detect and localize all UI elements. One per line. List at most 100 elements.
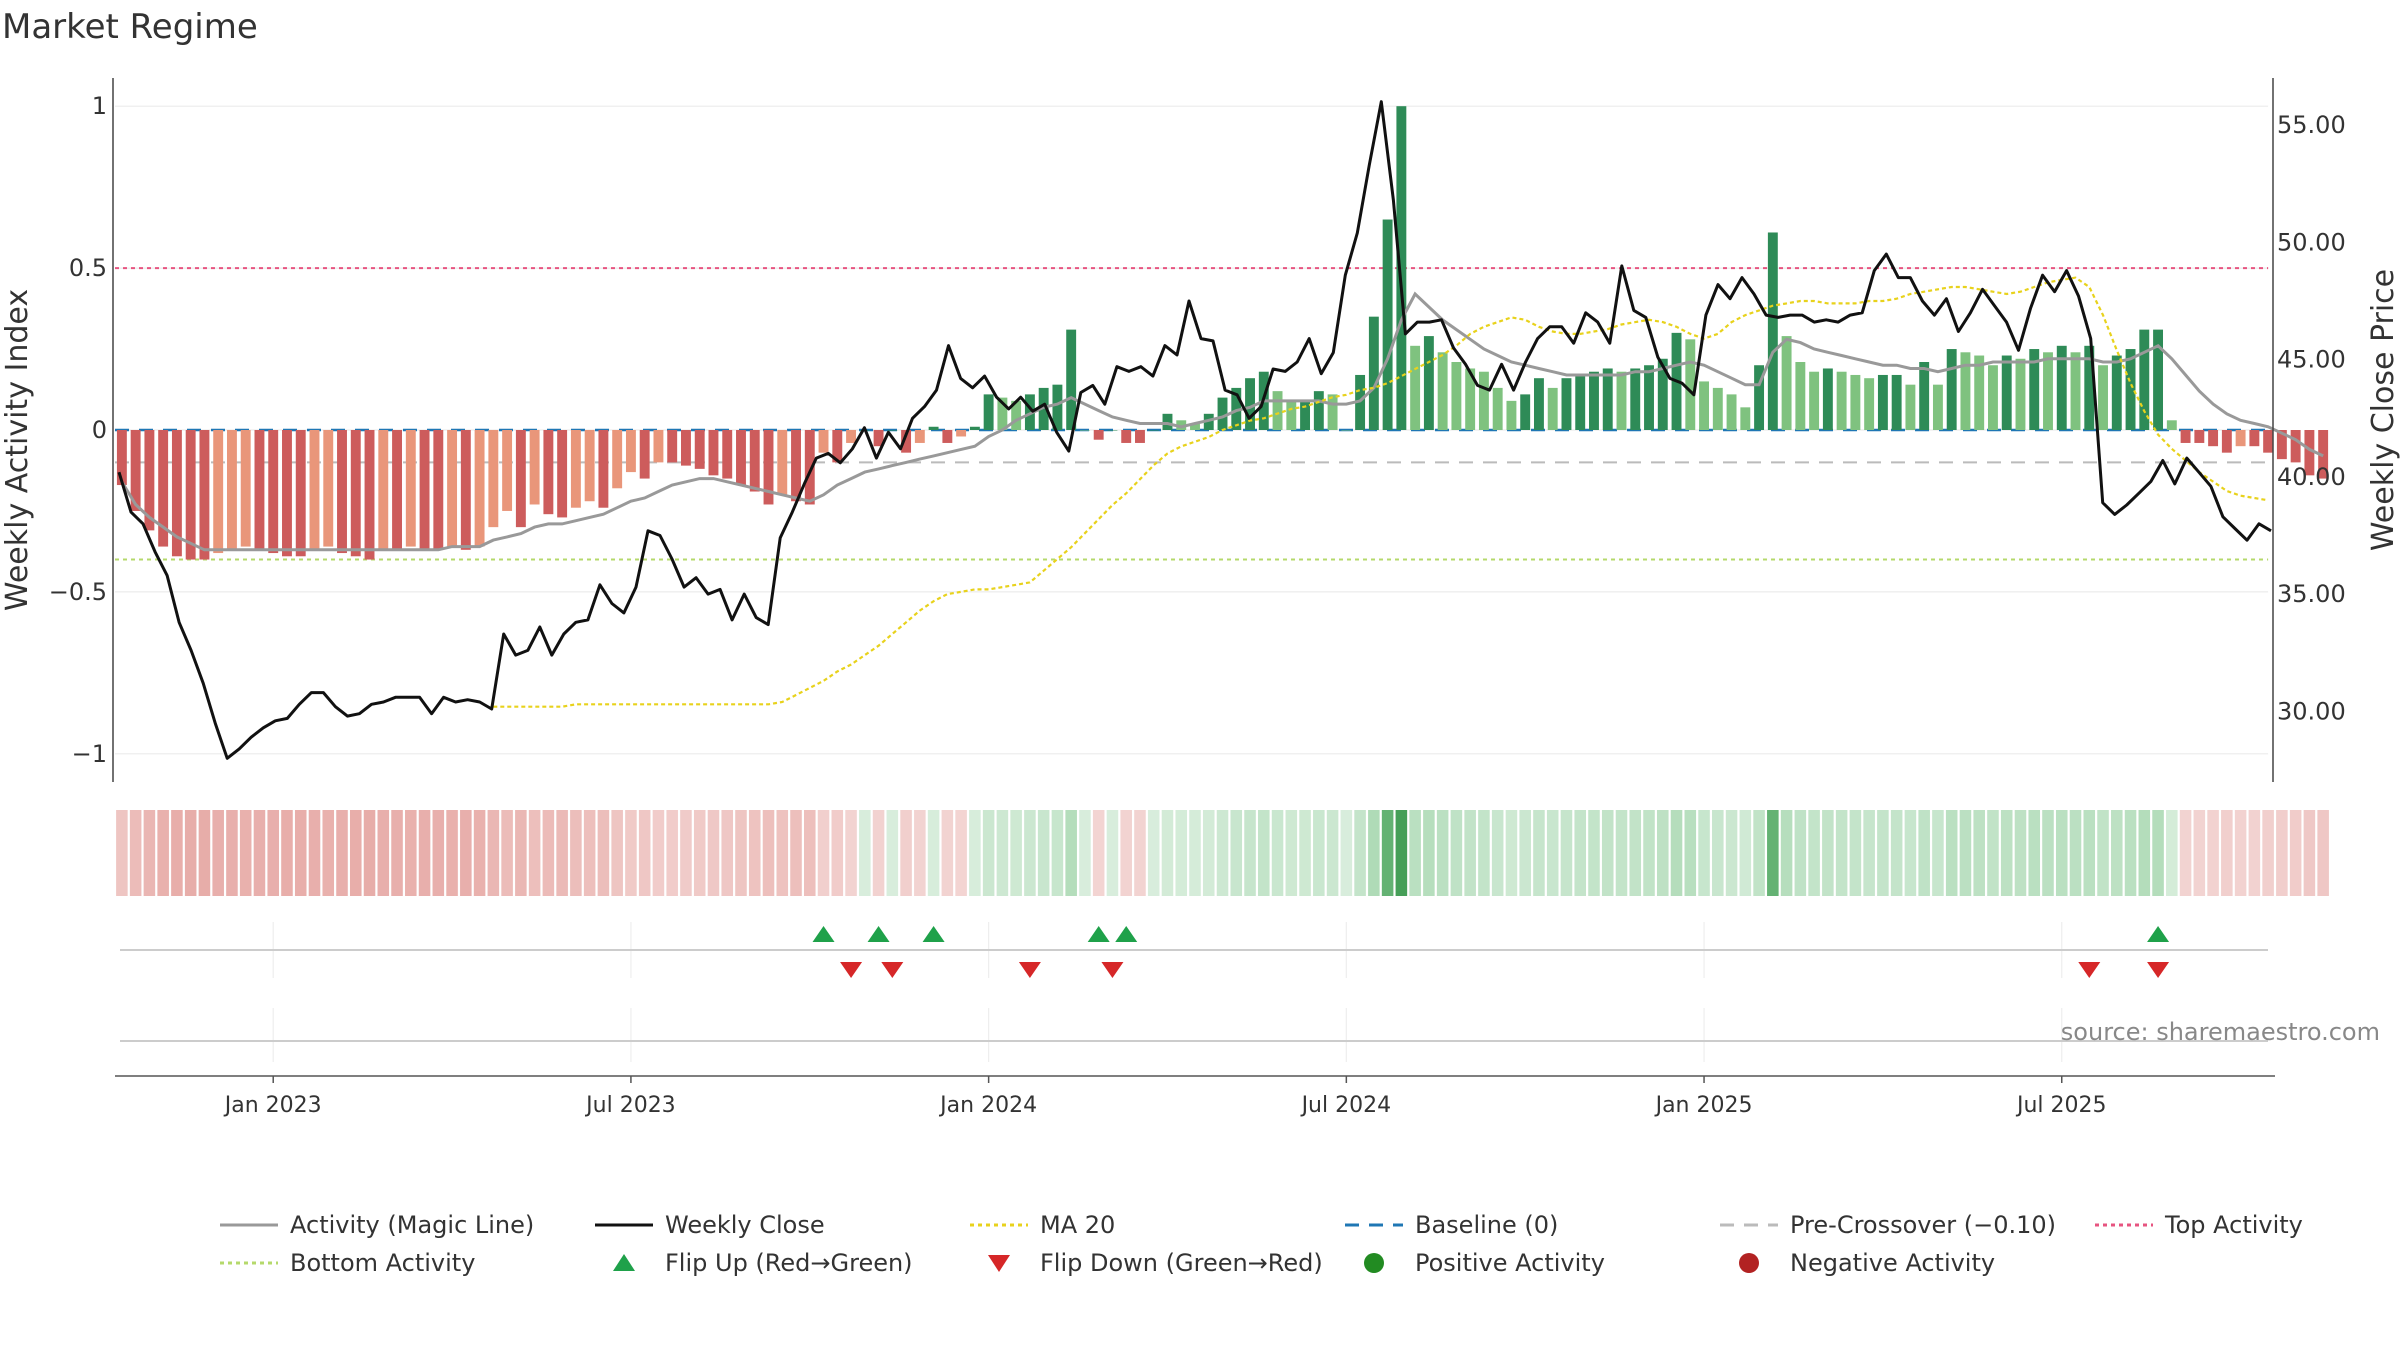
regime-cell <box>1945 810 1958 896</box>
regime-cell <box>198 810 211 896</box>
regime-cell <box>803 810 816 896</box>
left-tick-label: 1 <box>92 92 107 120</box>
left-tick-label: 0 <box>92 416 107 444</box>
regime-cell <box>625 810 637 896</box>
legend: Activity (Magic Line) Weekly Close MA 20 Ba… <box>220 1211 2303 1277</box>
activity-bar <box>777 430 788 495</box>
activity-bar <box>1011 400 1022 430</box>
regime-cell <box>1684 810 1697 896</box>
legend-label: Activity (Magic Line) <box>290 1211 534 1239</box>
activity-bar <box>1410 345 1421 430</box>
regime-cell <box>1601 810 1614 896</box>
activity-bar <box>460 430 471 550</box>
regime-cell <box>1643 810 1655 896</box>
flip-down-marker <box>2147 962 2170 978</box>
regime-cell <box>2317 810 2329 896</box>
regime-cell <box>184 810 197 896</box>
regime-cell <box>2303 810 2316 896</box>
regime-cell <box>2124 810 2137 896</box>
activity-bar <box>392 430 402 550</box>
activity-bar <box>2084 345 2095 430</box>
activity-bar <box>2001 355 2012 430</box>
regime-cell <box>900 810 912 896</box>
regime-cell <box>1381 810 1394 896</box>
activity-bar <box>681 430 691 466</box>
activity-bar <box>1231 387 1242 430</box>
activity-bar <box>1547 387 1558 430</box>
activity-bar <box>1822 368 1833 430</box>
activity-bar <box>1478 371 1489 430</box>
regime-cell <box>1065 810 1077 896</box>
activity-bar <box>1451 362 1462 430</box>
activity-bar <box>1795 362 1806 430</box>
regime-cell <box>969 810 981 896</box>
regime-cell <box>253 810 266 896</box>
legend-label: Flip Up (Red→Green) <box>665 1249 913 1277</box>
reference-lines <box>115 267 2269 561</box>
regime-cell <box>1478 810 1490 896</box>
weekly-close-line <box>117 100 2272 760</box>
activity-bar <box>502 430 513 511</box>
activity-bar <box>1079 430 1090 431</box>
regime-cell <box>1409 810 1421 896</box>
regime-cell <box>748 810 761 896</box>
regime-cell <box>212 810 224 896</box>
activity-bar <box>1657 358 1668 430</box>
activity-bar <box>1093 430 1104 440</box>
regime-cell <box>336 810 348 896</box>
regime-cell <box>2166 810 2178 896</box>
date-tick-label: Jan 2024 <box>938 1093 1037 1118</box>
regime-cell <box>1216 810 1229 896</box>
activity-bar <box>1960 352 1971 430</box>
activity-bar <box>2221 430 2232 453</box>
date-tick-label: Jan 2023 <box>223 1093 322 1118</box>
regime-cell <box>281 810 293 896</box>
regime-cell <box>1560 810 1573 896</box>
activity-bar <box>598 430 609 508</box>
activity-bar <box>969 426 980 430</box>
activity-bar <box>240 430 251 547</box>
regime-cell <box>2014 810 2027 896</box>
grid-lines <box>115 105 2269 1062</box>
activity-bar <box>268 430 279 554</box>
activity-bar <box>2166 420 2177 430</box>
regime-cell <box>1326 810 1339 896</box>
activity-bar <box>1891 374 1902 430</box>
date-axis: Jan 2023 Jul 2023 Jan 2024 Jul 2024 Jan 2025… <box>115 1075 2275 1118</box>
regime-cell <box>914 810 926 896</box>
regime-cell <box>1450 810 1463 896</box>
activity-bar <box>515 430 526 528</box>
activity-bar <box>474 430 485 547</box>
activity-bar <box>2070 352 2081 430</box>
regime-cell <box>377 810 390 896</box>
right-tick-label: 40.00 <box>2277 463 2346 491</box>
regime-cell <box>1808 810 1820 896</box>
activity-bar <box>1465 368 1476 430</box>
regime-cell <box>143 810 156 896</box>
regime-cell <box>1464 810 1476 896</box>
activity-bar <box>529 430 540 505</box>
activity-bar <box>1685 339 1696 430</box>
regime-cell <box>556 810 568 896</box>
right-tick-label: 35.00 <box>2277 580 2346 608</box>
regime-cell <box>1533 810 1545 896</box>
left-tick-label: −0.5 <box>49 578 107 606</box>
activity-bar <box>419 430 430 550</box>
regime-cell <box>1973 810 1985 896</box>
activity-bar <box>2125 349 2136 430</box>
regime-cell <box>886 810 899 896</box>
activity-bars <box>116 106 2329 560</box>
activity-bar <box>791 430 801 502</box>
regime-cell <box>1767 810 1779 896</box>
left-tick-label: 0.5 <box>69 254 107 282</box>
flip-down-marker <box>881 962 904 978</box>
regime-cell <box>1051 810 1064 896</box>
regime-cell <box>790 810 802 896</box>
activity-bar <box>282 430 292 557</box>
regime-cell <box>2248 810 2261 896</box>
legend-label: Positive Activity <box>1415 1249 1605 1277</box>
regime-cell <box>1079 810 1091 896</box>
activity-bar <box>1877 374 1888 430</box>
regime-cell <box>1120 810 1132 896</box>
activity-bar <box>2249 430 2260 447</box>
